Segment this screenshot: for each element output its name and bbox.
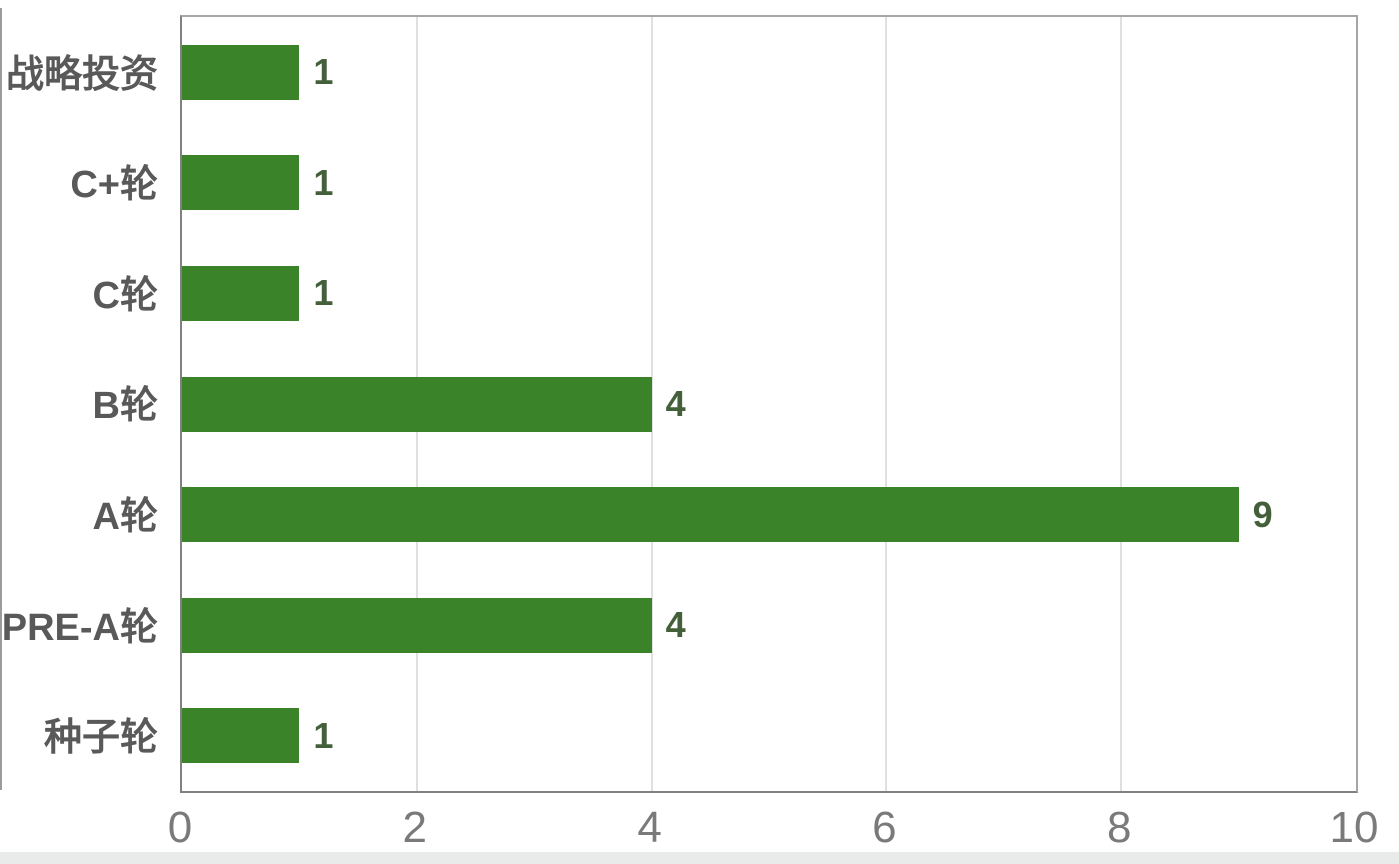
bar-value-label: 4 <box>665 383 686 424</box>
bar-value-label: 1 <box>313 714 334 756</box>
bar-value-label: 9 <box>1252 493 1273 535</box>
bar-value-label: 1 <box>313 51 334 93</box>
bar <box>182 487 1239 543</box>
x-axis-tick-labels: 0 2 4 6 8 10 <box>168 797 1379 855</box>
bar-value-label: 4 <box>665 604 686 646</box>
x-tick-label: 8 <box>1106 803 1132 852</box>
x-tick-label: 4 <box>637 803 662 852</box>
bar <box>182 155 300 211</box>
left-edge-artifact-line <box>0 8 2 790</box>
bar <box>182 376 652 432</box>
y-axis-category-labels: 战略投资 C+轮 C轮 B轮 A轮 PRE-A轮种子轮 <box>0 15 168 793</box>
category-label: A轮 <box>92 496 158 539</box>
gridline <box>650 17 653 791</box>
x-tick-label: 10 <box>1329 803 1379 852</box>
bar-value-label: 1 <box>313 161 334 203</box>
category-label: C+轮 <box>70 164 158 207</box>
bottom-edge-strip <box>0 852 1399 864</box>
category-label: PRE-A轮 <box>1 606 158 649</box>
x-tick-label: 0 <box>167 803 193 852</box>
bar <box>182 708 300 764</box>
x-tick-label: 6 <box>872 803 897 852</box>
bar <box>182 265 300 321</box>
gridline <box>1120 17 1123 791</box>
x-tick-label: 2 <box>402 803 428 852</box>
bar <box>182 44 300 100</box>
gridline <box>885 17 888 791</box>
bar-value-label: 1 <box>313 272 334 314</box>
category-label: C轮 <box>92 274 158 317</box>
category-label: B轮 <box>92 385 158 428</box>
category-label: 种子轮 <box>43 717 158 760</box>
category-label: 战略投资 <box>5 53 158 96</box>
bar <box>182 597 652 653</box>
